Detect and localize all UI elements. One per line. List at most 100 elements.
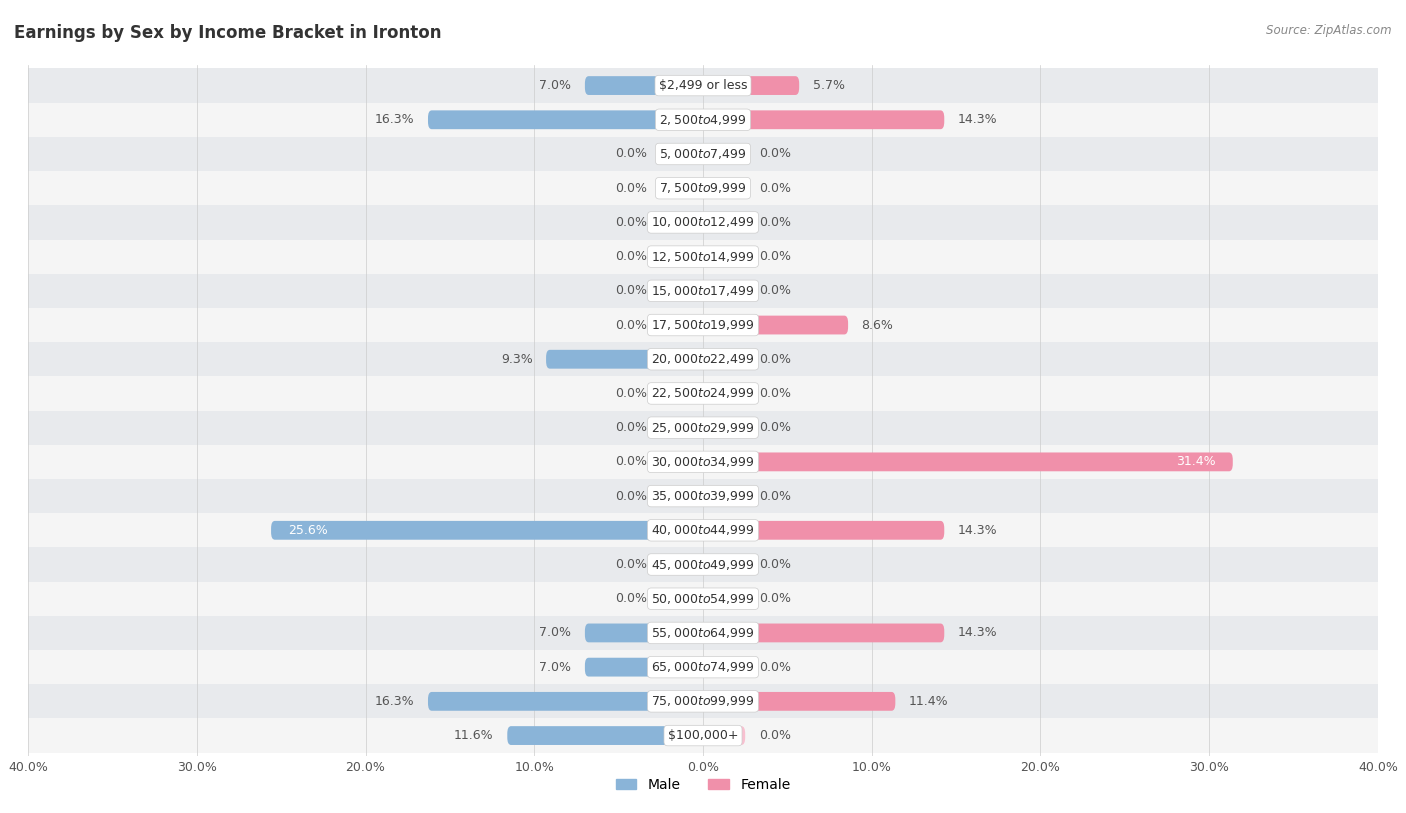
Text: 0.0%: 0.0% bbox=[616, 455, 647, 468]
Text: 7.0%: 7.0% bbox=[540, 627, 571, 640]
Bar bbox=[28, 513, 1378, 547]
Text: 0.0%: 0.0% bbox=[759, 250, 790, 263]
Text: 7.0%: 7.0% bbox=[540, 79, 571, 92]
FancyBboxPatch shape bbox=[585, 624, 703, 642]
Text: $17,500 to $19,999: $17,500 to $19,999 bbox=[651, 318, 755, 332]
Bar bbox=[28, 171, 1378, 206]
FancyBboxPatch shape bbox=[703, 555, 745, 574]
Text: $2,499 or less: $2,499 or less bbox=[659, 79, 747, 92]
FancyBboxPatch shape bbox=[427, 692, 703, 711]
Text: 0.0%: 0.0% bbox=[616, 319, 647, 332]
Bar bbox=[28, 719, 1378, 753]
Text: 5.7%: 5.7% bbox=[813, 79, 845, 92]
FancyBboxPatch shape bbox=[703, 213, 745, 232]
FancyBboxPatch shape bbox=[703, 418, 745, 437]
FancyBboxPatch shape bbox=[703, 487, 745, 506]
Bar bbox=[28, 206, 1378, 240]
FancyBboxPatch shape bbox=[703, 247, 745, 266]
FancyBboxPatch shape bbox=[703, 111, 945, 129]
FancyBboxPatch shape bbox=[585, 76, 703, 95]
Text: 0.0%: 0.0% bbox=[759, 661, 790, 674]
FancyBboxPatch shape bbox=[271, 521, 703, 540]
FancyBboxPatch shape bbox=[703, 179, 745, 198]
Text: $30,000 to $34,999: $30,000 to $34,999 bbox=[651, 455, 755, 469]
Text: $100,000+: $100,000+ bbox=[668, 729, 738, 742]
FancyBboxPatch shape bbox=[661, 589, 703, 608]
Bar bbox=[28, 581, 1378, 615]
Bar bbox=[28, 308, 1378, 342]
Text: $50,000 to $54,999: $50,000 to $54,999 bbox=[651, 592, 755, 606]
Text: $10,000 to $12,499: $10,000 to $12,499 bbox=[651, 215, 755, 229]
FancyBboxPatch shape bbox=[703, 658, 745, 676]
FancyBboxPatch shape bbox=[508, 726, 703, 745]
Text: $5,000 to $7,499: $5,000 to $7,499 bbox=[659, 147, 747, 161]
Bar bbox=[28, 685, 1378, 719]
FancyBboxPatch shape bbox=[661, 384, 703, 403]
Bar bbox=[28, 240, 1378, 274]
Bar bbox=[28, 68, 1378, 102]
FancyBboxPatch shape bbox=[703, 589, 745, 608]
Text: 0.0%: 0.0% bbox=[759, 181, 790, 194]
Text: 14.3%: 14.3% bbox=[957, 524, 997, 537]
Bar bbox=[28, 102, 1378, 137]
Text: 0.0%: 0.0% bbox=[759, 285, 790, 298]
Text: 0.0%: 0.0% bbox=[759, 353, 790, 366]
FancyBboxPatch shape bbox=[661, 315, 703, 334]
Text: 0.0%: 0.0% bbox=[616, 250, 647, 263]
FancyBboxPatch shape bbox=[661, 145, 703, 163]
Bar bbox=[28, 479, 1378, 513]
FancyBboxPatch shape bbox=[703, 692, 896, 711]
Text: 7.0%: 7.0% bbox=[540, 661, 571, 674]
Text: $20,000 to $22,499: $20,000 to $22,499 bbox=[651, 352, 755, 366]
Text: 25.6%: 25.6% bbox=[288, 524, 328, 537]
Text: 0.0%: 0.0% bbox=[759, 387, 790, 400]
Text: 0.0%: 0.0% bbox=[616, 592, 647, 605]
Text: $7,500 to $9,999: $7,500 to $9,999 bbox=[659, 181, 747, 195]
Text: 0.0%: 0.0% bbox=[759, 489, 790, 502]
Text: Source: ZipAtlas.com: Source: ZipAtlas.com bbox=[1267, 24, 1392, 37]
Text: 0.0%: 0.0% bbox=[759, 216, 790, 229]
Bar bbox=[28, 411, 1378, 445]
FancyBboxPatch shape bbox=[661, 555, 703, 574]
Text: $22,500 to $24,999: $22,500 to $24,999 bbox=[651, 386, 755, 401]
FancyBboxPatch shape bbox=[703, 350, 745, 368]
FancyBboxPatch shape bbox=[661, 281, 703, 300]
Text: 31.4%: 31.4% bbox=[1177, 455, 1216, 468]
Bar bbox=[28, 137, 1378, 171]
Text: 0.0%: 0.0% bbox=[759, 592, 790, 605]
Text: 0.0%: 0.0% bbox=[616, 285, 647, 298]
Text: 16.3%: 16.3% bbox=[375, 113, 415, 126]
Text: $25,000 to $29,999: $25,000 to $29,999 bbox=[651, 420, 755, 435]
Text: 16.3%: 16.3% bbox=[375, 695, 415, 708]
FancyBboxPatch shape bbox=[546, 350, 703, 368]
Text: 0.0%: 0.0% bbox=[616, 216, 647, 229]
Text: 0.0%: 0.0% bbox=[616, 421, 647, 434]
FancyBboxPatch shape bbox=[427, 111, 703, 129]
Text: 11.6%: 11.6% bbox=[454, 729, 494, 742]
FancyBboxPatch shape bbox=[703, 521, 945, 540]
Text: $55,000 to $64,999: $55,000 to $64,999 bbox=[651, 626, 755, 640]
FancyBboxPatch shape bbox=[703, 453, 1233, 472]
Text: $65,000 to $74,999: $65,000 to $74,999 bbox=[651, 660, 755, 674]
Text: 11.4%: 11.4% bbox=[908, 695, 949, 708]
FancyBboxPatch shape bbox=[585, 658, 703, 676]
Bar bbox=[28, 650, 1378, 685]
Text: 0.0%: 0.0% bbox=[759, 147, 790, 160]
Bar bbox=[28, 376, 1378, 411]
FancyBboxPatch shape bbox=[703, 76, 799, 95]
Text: 0.0%: 0.0% bbox=[616, 387, 647, 400]
Text: 0.0%: 0.0% bbox=[759, 421, 790, 434]
FancyBboxPatch shape bbox=[661, 487, 703, 506]
FancyBboxPatch shape bbox=[703, 145, 745, 163]
FancyBboxPatch shape bbox=[661, 179, 703, 198]
FancyBboxPatch shape bbox=[703, 624, 945, 642]
FancyBboxPatch shape bbox=[661, 453, 703, 472]
Legend: Male, Female: Male, Female bbox=[610, 772, 796, 798]
FancyBboxPatch shape bbox=[703, 281, 745, 300]
Bar bbox=[28, 342, 1378, 376]
Bar bbox=[28, 615, 1378, 650]
Bar bbox=[28, 445, 1378, 479]
Text: 14.3%: 14.3% bbox=[957, 627, 997, 640]
FancyBboxPatch shape bbox=[661, 213, 703, 232]
Text: Earnings by Sex by Income Bracket in Ironton: Earnings by Sex by Income Bracket in Iro… bbox=[14, 24, 441, 42]
